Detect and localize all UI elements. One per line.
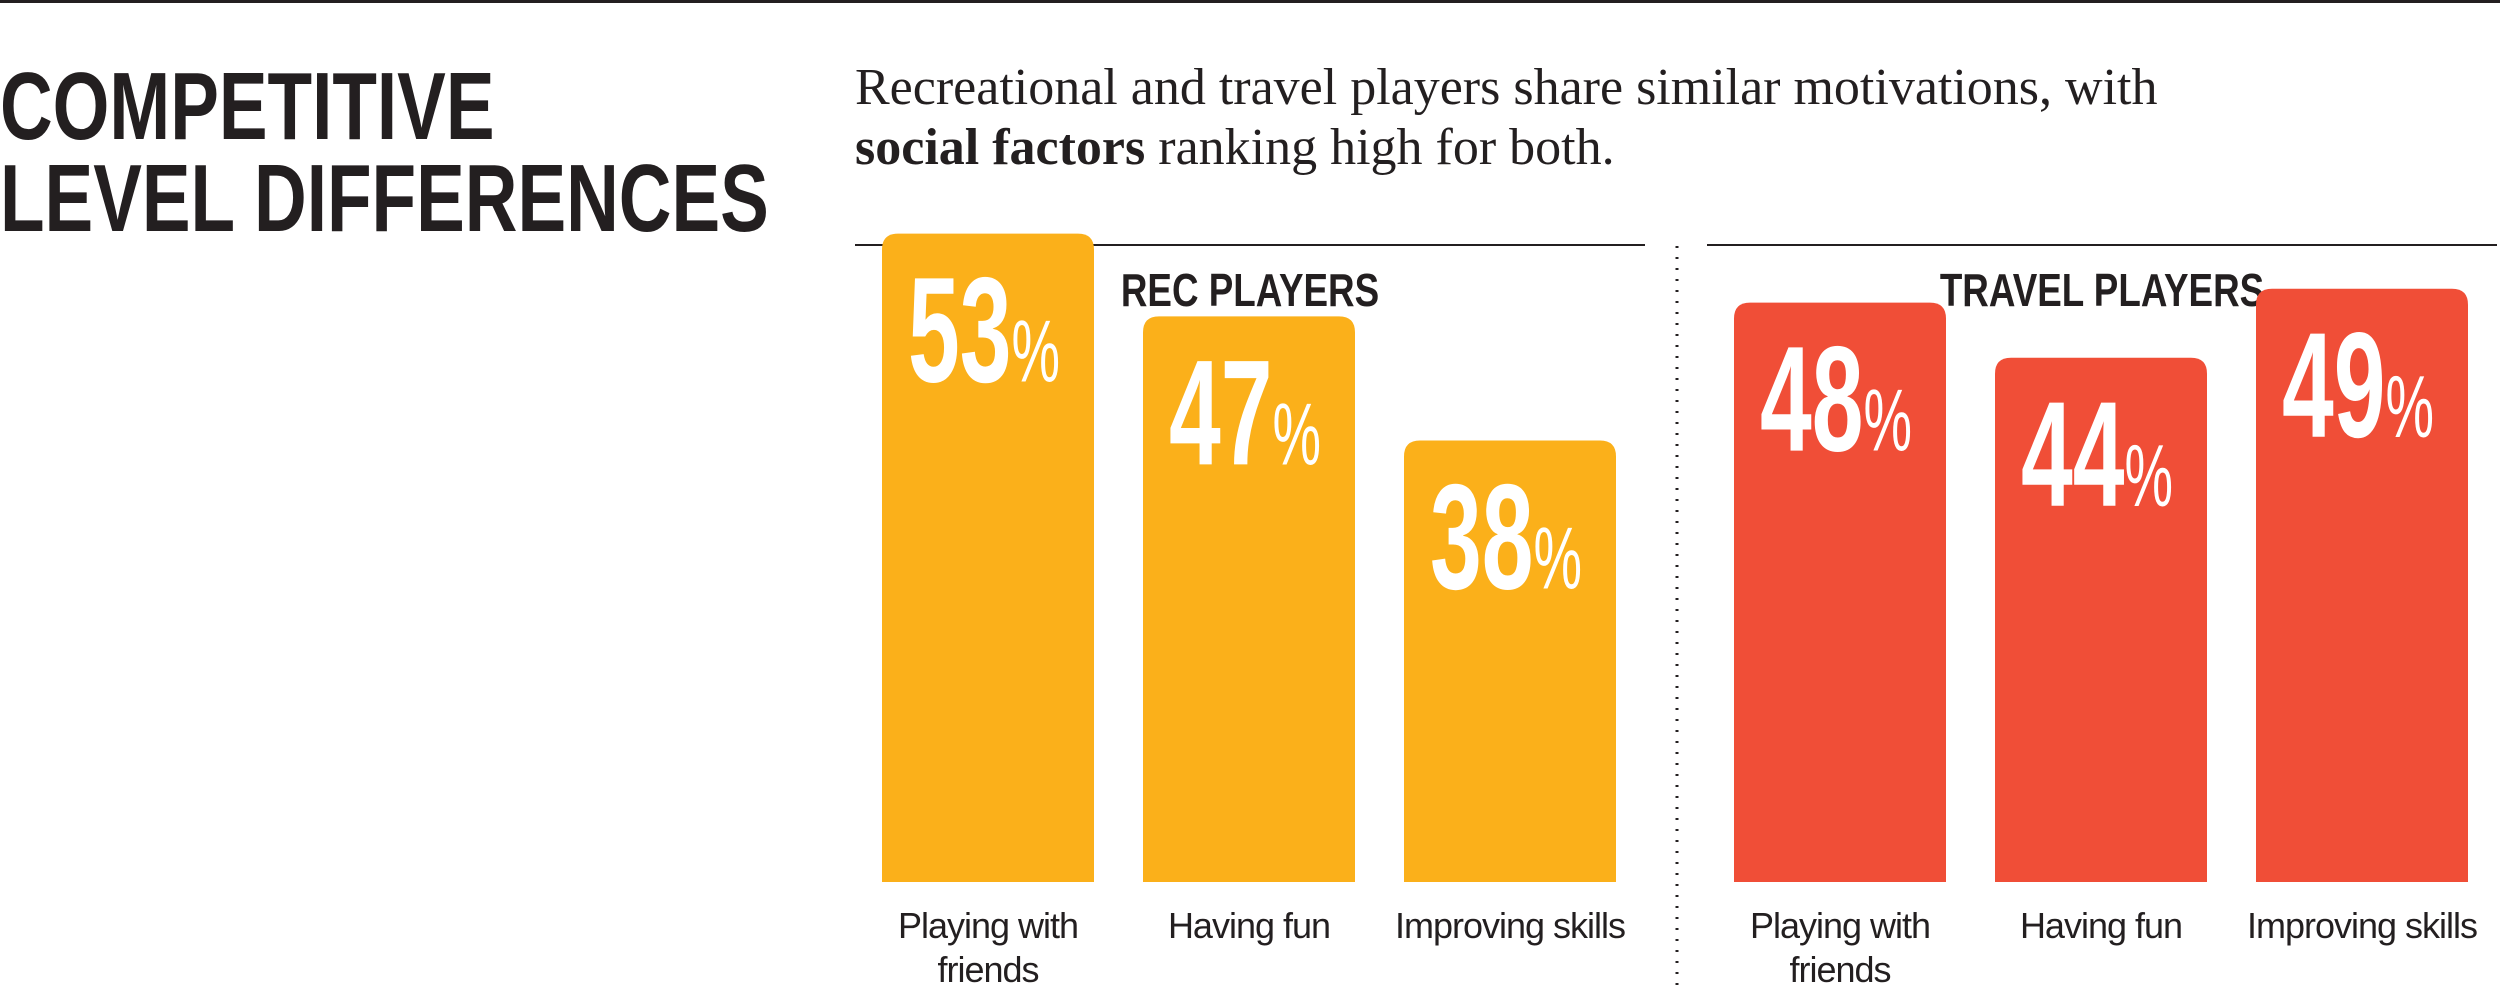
subtitle: social factors ranking high for both. (855, 119, 1615, 176)
value-label: 48% (1760, 316, 1912, 483)
value-label: 38% (1430, 454, 1582, 621)
title-line: LEVEL DIFFERENCES (0, 145, 769, 252)
category-label: Playing with friends (1749, 905, 1931, 990)
category-label: Playing with friends (897, 905, 1079, 990)
category-label: Improving skills (2246, 905, 2478, 946)
subtitle: ranking high for both. (1158, 119, 1614, 176)
value-label: 49% (2282, 302, 2434, 469)
subtitle: Recreational and travel players share si… (855, 59, 2158, 116)
bar (1995, 357, 2207, 882)
bar (1734, 302, 1946, 883)
subtitle-emphasis: social factors (855, 119, 1145, 176)
bar (1404, 440, 1616, 882)
title-line: COMPETITIVE (0, 53, 494, 160)
bar (2256, 288, 2468, 882)
bar (1143, 316, 1355, 883)
bar (882, 233, 1094, 882)
panel-title: REC PLAYERS (1121, 264, 1379, 316)
value-label: 53% (908, 247, 1060, 414)
category-label: Improving skills (1394, 905, 1626, 946)
value-label: 47% (1169, 330, 1321, 497)
panel-title: TRAVEL PLAYERS (1940, 264, 2264, 316)
category-label: Having fun (2019, 905, 2183, 946)
value-label: 44% (2021, 371, 2173, 538)
category-label: Having fun (1167, 905, 1331, 946)
